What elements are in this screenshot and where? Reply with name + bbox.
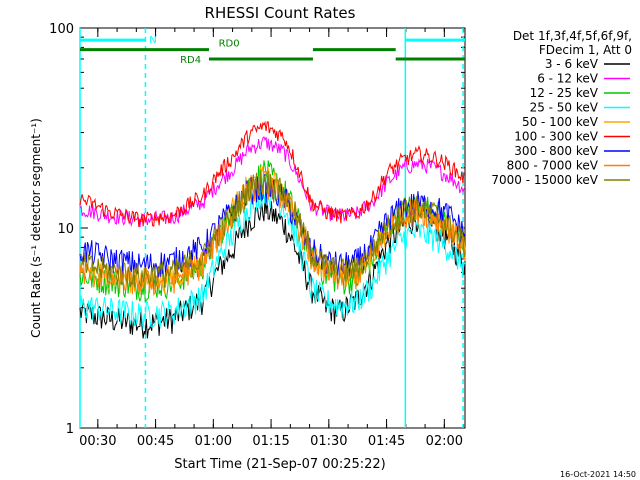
legend-title-line: FDecim 1, Att 0 <box>539 43 632 57</box>
attenuator-label: RD4 <box>180 55 201 66</box>
legend: Det 1f,3f,4f,5f,6f,9f,FDecim 1, Att 03 -… <box>491 29 632 187</box>
legend-entry-label: 6 - 12 keV <box>537 72 599 86</box>
series-line-5 <box>79 120 466 227</box>
attenuator-label: N <box>149 35 156 46</box>
attenuator-bars: N RD0 RD4 <box>80 35 465 66</box>
x-axis-label: Start Time (21-Sep-07 00:25:22) <box>174 457 385 472</box>
y-tick-label: 100 <box>49 22 74 37</box>
legend-entry-label: 800 - 7000 keV <box>507 159 599 173</box>
plot-area <box>79 27 466 429</box>
y-axis: 1 10 100 <box>49 22 465 437</box>
series-line-8 <box>79 171 466 289</box>
x-tick-label: 00:45 <box>137 434 174 449</box>
x-axis: 00:30 00:45 01:00 01:15 01:30 01:45 02:00 <box>79 28 465 449</box>
legend-entry-label: 12 - 25 keV <box>530 86 599 100</box>
legend-entry-label: 300 - 800 keV <box>514 144 598 158</box>
footer-timestamp: 16-Oct-2021 14:50 <box>560 470 636 479</box>
x-tick-label: 01:45 <box>368 434 405 449</box>
legend-entry-label: 100 - 300 keV <box>514 130 598 144</box>
time-markers <box>79 28 464 428</box>
legend-entry-label: 50 - 100 keV <box>522 115 599 129</box>
y-tick-label: 1 <box>66 422 74 437</box>
series-group <box>79 120 466 339</box>
chart-title: RHESSI Count Rates <box>205 4 356 22</box>
series-line-1 <box>79 136 466 228</box>
attenuator-label: RD0 <box>219 39 240 50</box>
x-tick-label: 01:15 <box>252 434 289 449</box>
series-line-3 <box>79 179 466 329</box>
y-tick-label: 10 <box>57 222 74 237</box>
legend-title-line: Det 1f,3f,4f,5f,6f,9f, <box>513 29 632 43</box>
legend-entry-label: 7000 - 15000 keV <box>491 173 598 187</box>
x-tick-label: 01:00 <box>195 434 232 449</box>
legend-entry-label: 25 - 50 keV <box>530 101 599 115</box>
x-tick-label: 00:30 <box>79 434 116 449</box>
y-axis-label: Count Rate (s⁻¹ detector segment⁻¹) <box>29 118 43 338</box>
x-tick-label: 01:30 <box>310 434 347 449</box>
x-tick-label: 02:00 <box>426 434 463 449</box>
legend-entry-label: 3 - 6 keV <box>545 57 599 71</box>
